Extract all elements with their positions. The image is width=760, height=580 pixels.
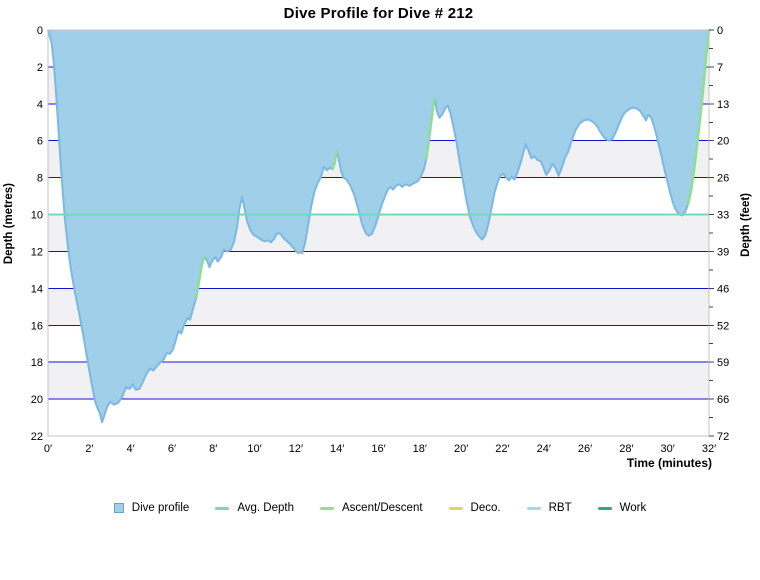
y-left-tick-label: 2	[37, 62, 43, 74]
legend-label: Work	[619, 502, 647, 514]
y-right-tick-label: 0	[717, 25, 723, 37]
x-tick-label: 0′	[44, 443, 52, 455]
x-tick-label: 24′	[537, 443, 551, 455]
y-right-tick-label: 20	[717, 136, 729, 148]
legend-item-deco: Deco.	[448, 502, 501, 514]
x-tick-label: 4′	[127, 443, 135, 455]
y-right-tick-label: 13	[717, 99, 729, 111]
x-tick-label: 2′	[85, 443, 93, 455]
y-right-tick-label: 59	[717, 357, 729, 369]
legend-swatch	[320, 506, 334, 510]
y-left-tick-label: 20	[31, 394, 43, 406]
x-tick-label: 6′	[168, 443, 176, 455]
x-tick-label: 12′	[289, 443, 303, 455]
x-tick-label: 20′	[454, 443, 468, 455]
legend-item-ascent-descent: Ascent/Descent	[320, 502, 423, 514]
y-right-tick-label: 72	[717, 431, 729, 443]
y-left-tick-label: 16	[31, 320, 43, 332]
x-tick-label: 8′	[209, 443, 217, 455]
y-right-tick-label: 26	[717, 173, 729, 185]
y-right-tick-label: 33	[717, 210, 729, 222]
y-left-tick-label: 18	[31, 357, 43, 369]
legend-swatch	[215, 506, 230, 510]
legend-label: Ascent/Descent	[342, 502, 423, 514]
ascent-descent-segment	[331, 150, 338, 171]
ascent-descent-segment	[195, 255, 206, 299]
y-left-tick-label: 22	[31, 431, 43, 443]
legend-swatch	[526, 506, 541, 510]
legend-label: Dive profile	[131, 502, 190, 514]
x-tick-label: 30′	[661, 443, 675, 455]
y-left-tick-label: 0	[37, 25, 43, 37]
y-right-tick-label: 39	[717, 246, 729, 258]
depth-band	[48, 362, 709, 400]
ascent-descent-segment	[425, 97, 437, 160]
legend-item-dive-profile: Dive profile	[113, 502, 190, 514]
x-axis-title: Time (minutes)	[626, 456, 712, 470]
y-right-tick-label: 52	[717, 320, 729, 332]
y-right-tick-label: 66	[717, 394, 729, 406]
y-right-tick-label: 46	[717, 283, 729, 295]
y-right-axis-title: Depth (feet)	[740, 193, 752, 257]
legend-label: Deco.	[470, 502, 501, 514]
dive-profile-area	[48, 30, 709, 423]
y-left-tick-label: 14	[31, 283, 43, 295]
x-tick-label: 26′	[578, 443, 592, 455]
ascent-descent-segment	[687, 28, 711, 205]
y-left-axis-title: Depth (metres)	[3, 183, 15, 265]
x-tick-label: 16′	[371, 443, 385, 455]
x-tick-label: 22′	[495, 443, 509, 455]
legend-swatch	[448, 506, 463, 510]
legend-item-rbt: RBT	[526, 502, 572, 514]
legend-swatch	[597, 506, 612, 510]
y-left-tick-label: 8	[37, 173, 43, 185]
x-tick-label: 18′	[413, 443, 427, 455]
legend-label: RBT	[548, 502, 572, 514]
y-right-tick-label: 7	[717, 62, 723, 74]
y-left-tick-label: 4	[37, 99, 43, 111]
x-tick-label: 10′	[247, 443, 261, 455]
y-left-tick-label: 10	[31, 210, 43, 222]
x-tick-label: 32′	[702, 443, 716, 455]
legend: Dive profile Avg. Depth Ascent/Descent Deco…	[0, 502, 760, 514]
legend-item-avg-depth: Avg. Depth	[215, 502, 294, 514]
x-tick-label: 14′	[330, 443, 344, 455]
legend-swatch	[113, 503, 124, 513]
y-left-tick-label: 12	[31, 246, 43, 258]
y-left-tick-label: 6	[37, 136, 43, 148]
legend-item-work: Work	[597, 502, 647, 514]
chart-title: Dive Profile for Dive # 212	[283, 5, 474, 22]
legend-label: Avg. Depth	[237, 502, 294, 514]
x-tick-label: 28′	[619, 443, 633, 455]
